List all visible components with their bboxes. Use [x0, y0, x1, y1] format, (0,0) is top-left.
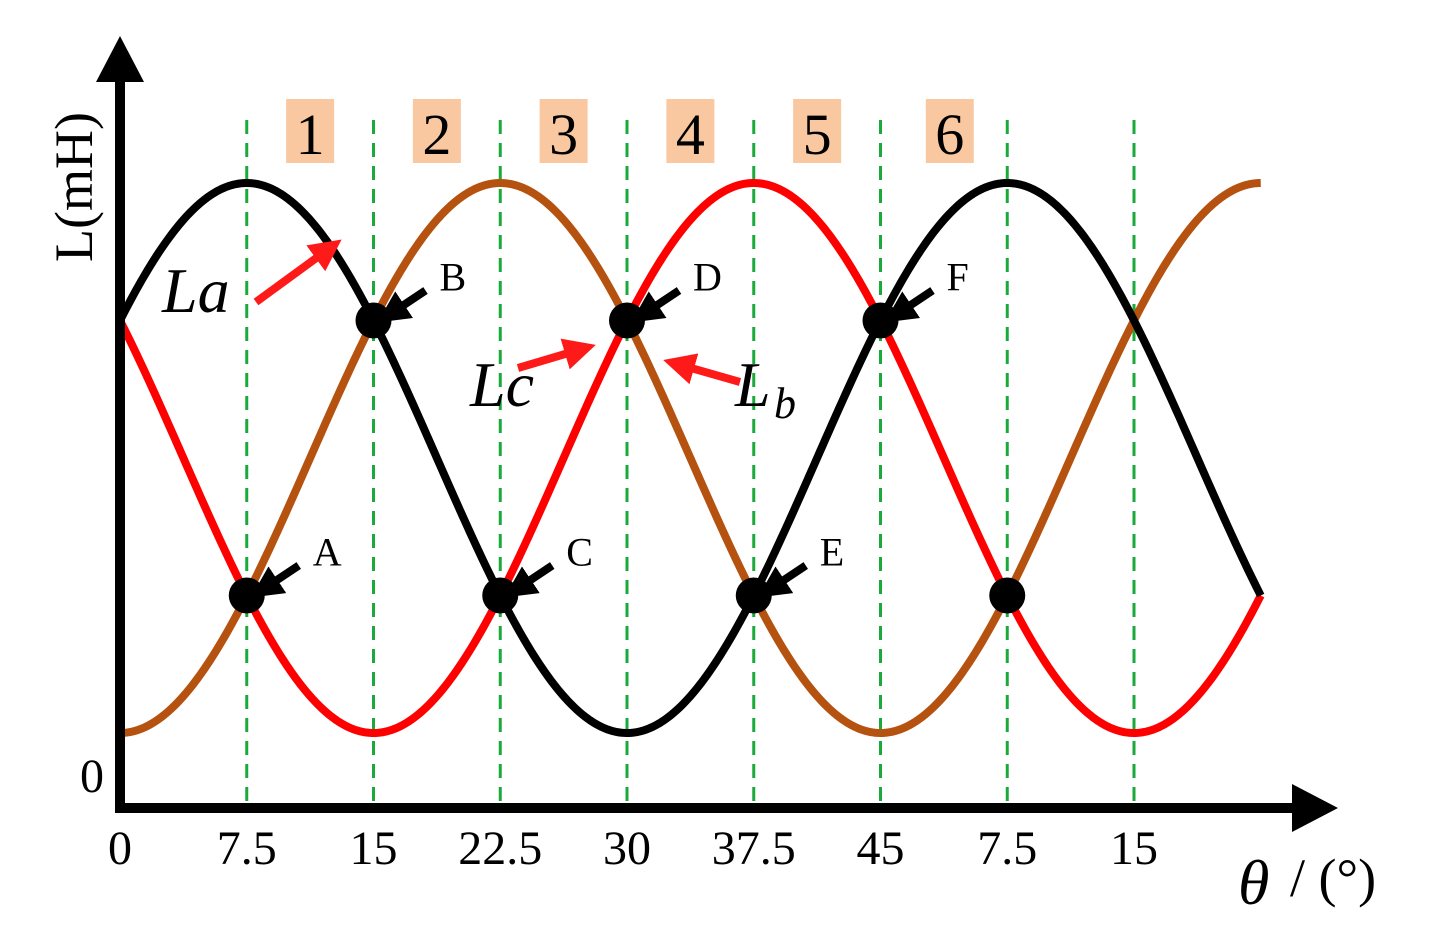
x-tick-label-6: 37.5 [712, 822, 796, 875]
intersection-point-B [355, 302, 392, 339]
x-tick-label-1: 0 [108, 822, 132, 875]
region-box-1 [286, 99, 335, 163]
x-tick-label-2: 7.5 [217, 822, 277, 875]
y-axis-label: L(mH) [44, 112, 104, 262]
x-tick-label-8: 7.5 [977, 822, 1037, 875]
x-tick-label-5: 30 [603, 822, 651, 875]
intersection-point-extra-6 [989, 577, 1026, 614]
curve-La [116, 179, 1265, 737]
intersection-point-D [609, 302, 645, 339]
intersection-points [228, 302, 1026, 614]
region-box-2 [412, 99, 461, 163]
region-box-3 [539, 99, 588, 163]
region-label-2: 2 [422, 102, 451, 167]
arrow-point-D [631, 287, 682, 323]
arrow-curve-Lc [516, 338, 596, 372]
y-axis-arrowhead [96, 36, 144, 82]
region-box-4 [666, 99, 715, 163]
arrow-point-B [377, 287, 428, 323]
point-label-F: F [947, 255, 969, 300]
x-tick-label-9: 15 [1110, 822, 1158, 875]
region-label-3: 3 [549, 102, 578, 167]
y-origin-label: 0 [80, 750, 104, 803]
arrow-curve-Lb [663, 353, 742, 386]
axes [96, 36, 1338, 832]
curve-Lb [118, 179, 1263, 737]
x-axis-label-symbol: θ [1238, 847, 1269, 918]
region-label-6: 6 [935, 102, 964, 167]
arrow-point-C [504, 562, 555, 598]
x-tick-label-4: 22.5 [458, 822, 542, 875]
point-label-B: B [440, 255, 467, 300]
x-axis-label-unit: / (°) [1290, 848, 1376, 908]
curve-Lc [116, 179, 1265, 737]
point-label-D: D [693, 255, 722, 300]
region-label-4: 4 [676, 102, 705, 167]
curves [116, 179, 1265, 737]
point-label-A: A [313, 530, 342, 575]
x-axis-arrowhead [1292, 784, 1338, 832]
annotation-arrows [250, 239, 935, 598]
curve-label-Lb-subscript: b [774, 379, 796, 428]
intersection-point-F [862, 302, 899, 339]
curve-label-Lc: Lc [469, 349, 534, 420]
intersection-point-E [735, 577, 772, 614]
intersection-point-A [228, 577, 265, 614]
region-labels: 1 2 3 4 5 6 [286, 99, 974, 167]
arrow-point-F [884, 287, 935, 323]
point-label-E: E [820, 530, 844, 575]
x-tick-label-7: 45 [857, 822, 905, 875]
curve-label-La: La [161, 255, 230, 326]
x-tick-label-3: 15 [350, 822, 398, 875]
curve-label-Lb: L [734, 349, 771, 420]
region-label-1: 1 [296, 102, 325, 167]
intersection-point-C [482, 577, 519, 614]
arrow-point-E [757, 562, 808, 598]
arrow-point-A [250, 562, 301, 598]
region-box-5 [793, 99, 842, 163]
region-box-6 [925, 99, 974, 163]
point-label-C: C [566, 530, 593, 575]
region-label-5: 5 [803, 102, 832, 167]
arrow-curve-La [253, 239, 342, 306]
